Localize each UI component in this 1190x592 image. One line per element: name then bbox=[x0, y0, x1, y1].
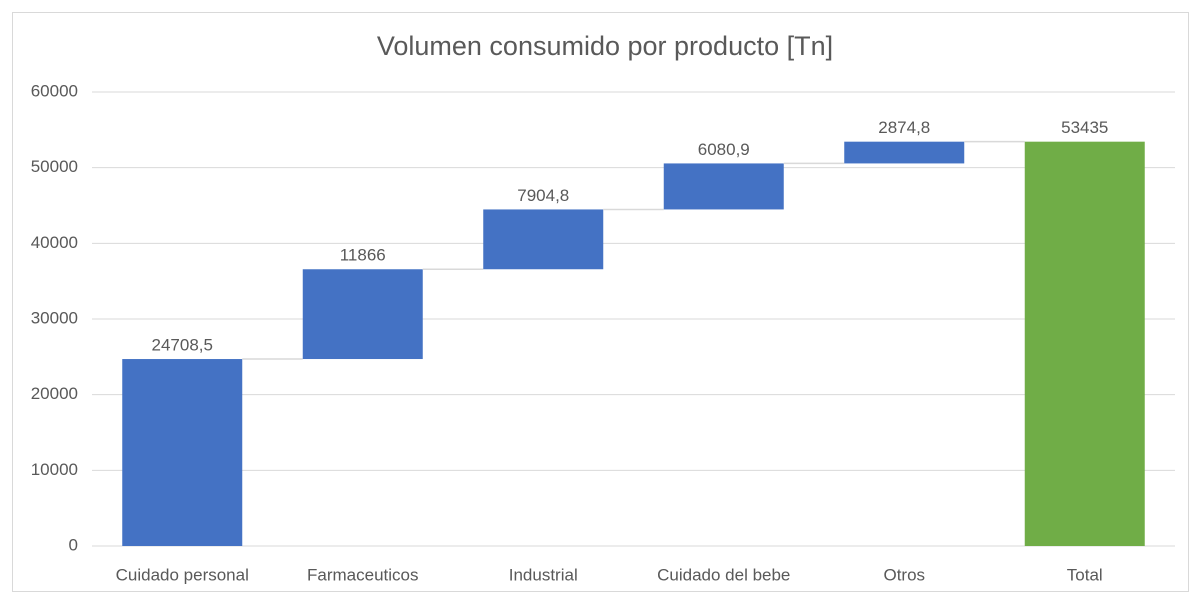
bar bbox=[1024, 141, 1145, 546]
x-tick-label: Industrial bbox=[509, 565, 578, 584]
bar bbox=[844, 141, 965, 164]
bar bbox=[122, 359, 243, 546]
y-tick-label: 60000 bbox=[31, 81, 78, 100]
y-tick-label: 30000 bbox=[31, 308, 78, 327]
bar bbox=[302, 269, 423, 360]
y-tick-label: 40000 bbox=[31, 233, 78, 252]
x-tick-label: Otros bbox=[883, 565, 925, 584]
data-label: 7904,8 bbox=[517, 186, 569, 205]
chart-title: Volumen consumido por producto [Tn] bbox=[377, 31, 833, 61]
y-tick-label: 10000 bbox=[31, 460, 78, 479]
x-tick-label: Cuidado del bebe bbox=[657, 565, 790, 584]
data-label: 6080,9 bbox=[698, 140, 750, 159]
x-tick-label: Total bbox=[1067, 565, 1103, 584]
data-label: 24708,5 bbox=[152, 336, 213, 355]
data-label: 53435 bbox=[1061, 118, 1108, 137]
data-label: 2874,8 bbox=[878, 118, 930, 137]
y-tick-label: 50000 bbox=[31, 157, 78, 176]
x-tick-label: Cuidado personal bbox=[116, 565, 249, 584]
y-tick-label: 20000 bbox=[31, 384, 78, 403]
bar bbox=[663, 163, 784, 210]
y-tick-label: 0 bbox=[69, 535, 78, 554]
bar bbox=[483, 209, 604, 270]
data-label: 11866 bbox=[340, 246, 386, 265]
x-tick-label: Farmaceuticos bbox=[307, 565, 418, 584]
